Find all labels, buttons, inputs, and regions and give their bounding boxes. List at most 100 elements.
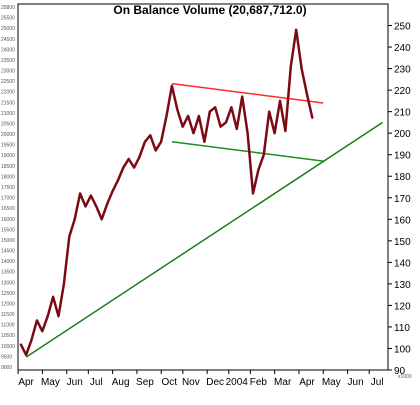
x-tick-label: May bbox=[322, 377, 341, 388]
obv-data-point bbox=[241, 95, 243, 98]
left-axis-tick-label: 14500 bbox=[1, 249, 15, 255]
x-tick-label: Jul bbox=[90, 377, 103, 388]
obv-data-point bbox=[19, 343, 22, 345]
obv-data-point bbox=[73, 218, 76, 221]
obv-data-point bbox=[262, 153, 265, 156]
left-axis-tick-label: 9500 bbox=[1, 354, 12, 360]
obv-data-point bbox=[284, 130, 287, 132]
obv-data-point bbox=[187, 115, 189, 117]
left-axis-tick-label: 9000 bbox=[1, 365, 12, 371]
left-axis-tick-label: 10500 bbox=[1, 333, 15, 339]
trendline bbox=[171, 82, 324, 104]
left-axis-tick-label: 12000 bbox=[1, 301, 15, 307]
y-tick-label: 240 bbox=[394, 43, 411, 54]
x-tick-label: Jun bbox=[67, 377, 83, 388]
y-tick-label: 100 bbox=[394, 344, 411, 355]
left-axis-tick-label: 16500 bbox=[1, 206, 15, 212]
obv-data-point bbox=[198, 115, 200, 117]
left-axis-tick-label: 22500 bbox=[1, 79, 15, 85]
obv-data-point bbox=[203, 140, 206, 143]
obv-data-point bbox=[311, 117, 314, 119]
left-axis-tick-label: 24500 bbox=[1, 37, 15, 43]
x-tick-label: Jun bbox=[348, 377, 364, 388]
obv-data-point bbox=[268, 110, 270, 113]
obv-data-point bbox=[127, 158, 130, 160]
left-axis-tick-label: 17500 bbox=[1, 185, 15, 191]
obv-data-point bbox=[111, 190, 114, 193]
x-tick-label: Dec bbox=[206, 377, 224, 388]
obv-data-point bbox=[63, 283, 65, 285]
x-tick-label: Sep bbox=[136, 377, 154, 388]
obv-data-point bbox=[133, 166, 135, 169]
obv-data-point bbox=[246, 132, 249, 134]
left-axis-tick-label: 11000 bbox=[1, 323, 15, 329]
trendline bbox=[25, 121, 384, 358]
obv-data-point bbox=[279, 100, 281, 102]
plot-frame bbox=[17, 3, 389, 371]
obv-data-point bbox=[295, 29, 297, 31]
obv-data-point bbox=[225, 121, 227, 124]
obv-data-point bbox=[300, 67, 303, 70]
left-axis-tick-label: 19000 bbox=[1, 153, 15, 159]
obv-data-point bbox=[171, 85, 173, 87]
left-axis-tick-label: 23500 bbox=[1, 58, 15, 64]
obv-data-point bbox=[252, 192, 254, 195]
obv-data-point bbox=[95, 205, 98, 208]
left-axis-tick-label: 15000 bbox=[1, 238, 15, 244]
obv-data-point bbox=[208, 110, 211, 113]
obv-data-point bbox=[84, 205, 87, 208]
left-axis-tick-label: 14000 bbox=[1, 259, 15, 265]
y-tick-label: 110 bbox=[394, 323, 410, 334]
obv-data-point bbox=[100, 218, 103, 221]
obv-data-point bbox=[176, 108, 179, 111]
left-axis-tick-label: 21000 bbox=[1, 111, 15, 117]
y-tick-label: 210 bbox=[394, 108, 411, 119]
obv-data-point bbox=[289, 65, 292, 68]
obv-data-point bbox=[90, 194, 92, 197]
x-tick-label: Jul bbox=[371, 377, 384, 388]
left-axis-tick-label: 24000 bbox=[1, 47, 15, 53]
obv-data-point bbox=[192, 132, 195, 134]
left-axis-tick-label: 13000 bbox=[1, 280, 15, 286]
left-axis-tick-label: 25500 bbox=[1, 16, 15, 22]
y-tick-label: 190 bbox=[394, 151, 411, 162]
left-axis-tick-label: 22000 bbox=[1, 90, 15, 96]
left-axis-tick-label: 15500 bbox=[1, 227, 15, 233]
obv-data-point bbox=[165, 115, 168, 117]
left-axis-tick-label: 13500 bbox=[1, 270, 15, 276]
left-axis-tick-label: 20500 bbox=[1, 121, 15, 127]
obv-data-point bbox=[68, 235, 71, 238]
left-axis-tick-label: 21500 bbox=[1, 100, 15, 106]
left-axis-tick-label: 12500 bbox=[1, 291, 15, 297]
x-tick-label: Mar bbox=[274, 377, 292, 388]
obv-data-point bbox=[144, 140, 146, 143]
obv-data-point bbox=[30, 339, 33, 341]
obv-data-point bbox=[138, 156, 141, 158]
left-axis-tick-label: 20000 bbox=[1, 132, 15, 138]
x-tick-label: Apr bbox=[299, 377, 315, 388]
obv-data-point bbox=[149, 134, 152, 137]
left-axis-tick-label: 17000 bbox=[1, 196, 15, 202]
x-tick-label: Aug bbox=[112, 377, 130, 388]
obv-data-point bbox=[154, 149, 157, 152]
x-tick-label: Nov bbox=[182, 377, 200, 388]
left-axis-tick-label: 16000 bbox=[1, 217, 15, 223]
y-tick-label: 170 bbox=[394, 194, 411, 205]
obv-data-point bbox=[46, 315, 49, 317]
obv-data-point bbox=[181, 125, 184, 128]
left-axis-tick-label: 25000 bbox=[1, 26, 15, 32]
obv-data-point bbox=[160, 140, 162, 143]
obv-data-point bbox=[219, 125, 222, 128]
plot-area: 90 100 110 120 130 140 150 160 170 180 190 200 210 22… bbox=[1, 3, 412, 388]
y-unit-label: x1000 bbox=[398, 374, 412, 380]
obv-data-point bbox=[117, 179, 119, 182]
left-axis-tick-label: 10000 bbox=[1, 344, 15, 350]
obv-data-point bbox=[106, 203, 108, 206]
y-tick-label: 230 bbox=[394, 65, 411, 76]
trendline bbox=[171, 141, 324, 162]
obv-data-point bbox=[52, 296, 54, 298]
y-tick-label: 140 bbox=[394, 258, 411, 269]
x-tick-label: May bbox=[41, 377, 60, 388]
